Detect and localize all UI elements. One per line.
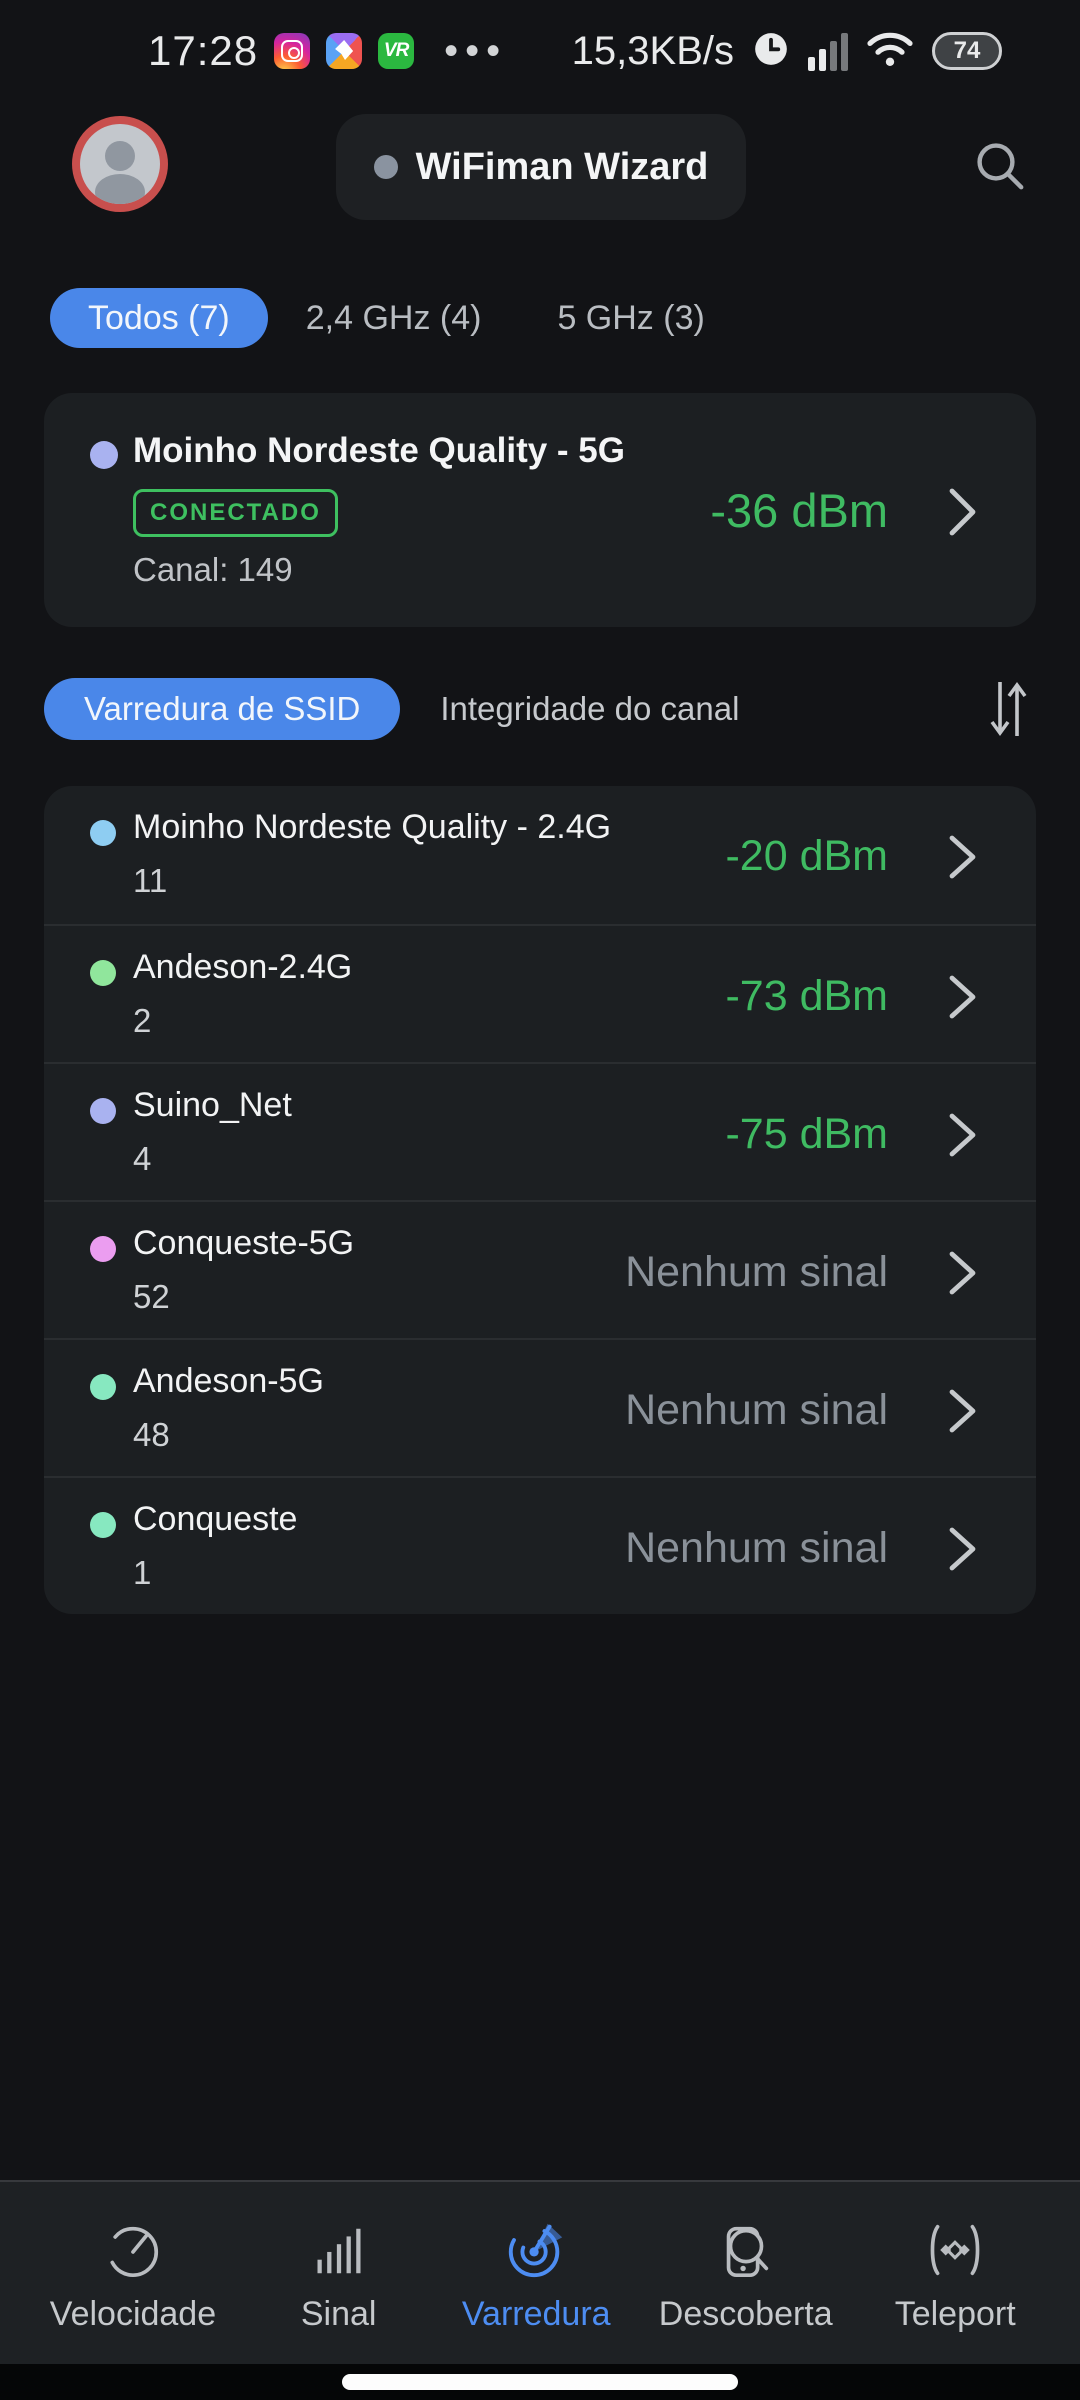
- connected-network-card[interactable]: Moinho Nordeste Quality - 5G CONECTADO C…: [44, 393, 1036, 627]
- network-name: Conqueste: [133, 1500, 298, 1538]
- connected-signal-value: -36 dBm: [710, 484, 888, 537]
- network-channel: 11: [133, 862, 168, 899]
- connected-channel: Canal: 149: [133, 551, 293, 588]
- chevron-right-icon: [946, 1112, 980, 1163]
- network-row[interactable]: Andeson-2.4G 2 -73 dBm: [44, 924, 1036, 1062]
- chevron-right-icon: [946, 1388, 980, 1439]
- filter-tab-24ghz[interactable]: 2,4 GHz (4): [305, 298, 482, 337]
- tab-integridade-canal[interactable]: Integridade do canal: [440, 690, 740, 727]
- battery-icon: 74: [932, 32, 1002, 70]
- filter-tab-todos[interactable]: Todos (7): [50, 288, 268, 348]
- filter-tab-5ghz[interactable]: 5 GHz (3): [557, 298, 705, 337]
- network-row[interactable]: Andeson-5G 48 Nenhum sinal: [44, 1338, 1036, 1476]
- teleport-icon: [922, 2213, 988, 2281]
- home-indicator[interactable]: [342, 2374, 738, 2390]
- status-bar: 17:28 VR ••• 15,3KB/s 74: [0, 0, 1080, 92]
- network-signal: -73 dBm: [725, 972, 888, 1020]
- network-color-dot-icon: [90, 1374, 116, 1400]
- tab-varredura-ssid[interactable]: Varredura de SSID: [44, 678, 401, 740]
- wizard-title: WiFiman Wizard: [415, 145, 709, 188]
- network-signal: Nenhum sinal: [625, 1524, 888, 1572]
- gauge-icon: [102, 2213, 164, 2281]
- network-color-dot-icon: [90, 1098, 116, 1124]
- network-channel: 48: [133, 1416, 170, 1453]
- band-filter-tabs: Todos (7) 2,4 GHz (4) 5 GHz (3): [50, 288, 1030, 348]
- battery-percent: 74: [953, 37, 981, 64]
- nav-item-varredura[interactable]: Varredura: [461, 2213, 611, 2334]
- connected-network-name: Moinho Nordeste Quality - 5G: [133, 431, 625, 470]
- nav-label: Teleport: [894, 2294, 1016, 2333]
- radar-icon: [503, 2213, 569, 2281]
- network-list: Moinho Nordeste Quality - 2.4G 11 -20 dB…: [44, 786, 1036, 1614]
- network-row[interactable]: Conqueste-5G 52 Nenhum sinal: [44, 1200, 1036, 1338]
- network-name: Suino_Net: [133, 1086, 292, 1124]
- clock-time: 17:28: [148, 27, 259, 74]
- cellular-signal-icon: [808, 31, 848, 71]
- search-button[interactable]: [972, 138, 1028, 194]
- network-signal: -20 dBm: [725, 832, 888, 880]
- network-name: Conqueste-5G: [133, 1224, 355, 1262]
- network-signal: Nenhum sinal: [625, 1386, 888, 1434]
- discovery-icon: [715, 2213, 777, 2281]
- chevron-right-icon: [946, 974, 980, 1025]
- nav-item-sinal[interactable]: Sinal: [264, 2213, 414, 2334]
- network-row[interactable]: Suino_Net 4 -75 dBm: [44, 1062, 1036, 1200]
- sort-button[interactable]: [980, 674, 1036, 744]
- vr-notification-icon: VR: [378, 33, 415, 69]
- more-notifications-icon: •••: [444, 29, 508, 73]
- connected-status-badge: CONECTADO: [133, 489, 338, 537]
- nav-label: Varredura: [461, 2294, 611, 2333]
- network-signal: -75 dBm: [725, 1110, 888, 1158]
- scan-mode-tabs: Varredura de SSID Integridade do canal: [44, 678, 1036, 740]
- network-color-dot-icon: [90, 960, 116, 986]
- nav-label: Descoberta: [658, 2294, 833, 2333]
- avatar[interactable]: [72, 116, 168, 212]
- chevron-right-icon: [946, 1526, 980, 1577]
- network-color-dot-icon: [90, 1236, 116, 1262]
- network-channel: 4: [133, 1140, 152, 1177]
- photos-notification-icon: [326, 33, 363, 69]
- connected-color-dot-icon: [90, 441, 118, 469]
- wifi-icon: [866, 29, 914, 74]
- network-signal: Nenhum sinal: [625, 1248, 888, 1296]
- nav-label: Sinal: [300, 2294, 377, 2333]
- wifiman-wizard-button[interactable]: WiFiman Wizard: [336, 114, 746, 220]
- bottom-navigation: Velocidade Sinal Varredura: [0, 2180, 1080, 2364]
- chevron-right-icon: [946, 487, 980, 542]
- network-channel: 1: [133, 1554, 152, 1591]
- instagram-notification-icon: [274, 33, 311, 69]
- header: WiFiman Wizard: [0, 100, 1080, 230]
- wizard-status-dot-icon: [373, 155, 398, 179]
- nav-item-teleport[interactable]: Teleport: [880, 2213, 1030, 2334]
- network-channel: 2: [133, 1002, 152, 1039]
- alarm-clock-icon: [752, 30, 790, 73]
- signal-bars-icon: [308, 2213, 370, 2281]
- chevron-right-icon: [946, 834, 980, 885]
- network-row[interactable]: Conqueste 1 Nenhum sinal: [44, 1476, 1036, 1614]
- network-color-dot-icon: [90, 1512, 116, 1538]
- network-speed: 15,3KB/s: [571, 28, 734, 73]
- nav-item-velocidade[interactable]: Velocidade: [50, 2213, 216, 2334]
- network-channel: 52: [133, 1278, 170, 1315]
- chevron-right-icon: [946, 1250, 980, 1301]
- network-color-dot-icon: [90, 820, 116, 846]
- nav-item-descoberta[interactable]: Descoberta: [659, 2213, 833, 2334]
- network-name: Moinho Nordeste Quality - 2.4G: [133, 808, 612, 846]
- network-name: Andeson-5G: [133, 1362, 324, 1400]
- nav-label: Velocidade: [49, 2294, 217, 2333]
- network-row[interactable]: Moinho Nordeste Quality - 2.4G 11 -20 dB…: [44, 786, 1036, 924]
- gesture-area: [0, 2364, 1080, 2400]
- network-name: Andeson-2.4G: [133, 948, 353, 986]
